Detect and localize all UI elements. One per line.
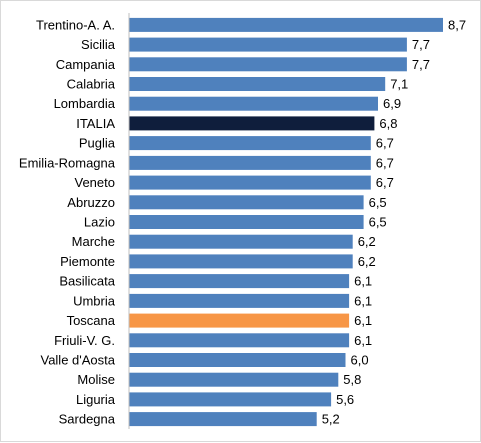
bar: [129, 372, 339, 387]
category-label: Marche: [72, 234, 115, 249]
value-label: 5,2: [322, 412, 340, 427]
bar: [129, 57, 407, 72]
category-label: Puglia: [79, 136, 116, 151]
value-label: 6,2: [358, 254, 376, 269]
bar: [129, 215, 364, 229]
bar: [129, 392, 332, 407]
category-label: Sardegna: [59, 412, 116, 427]
bar: [129, 17, 443, 32]
category-label: Trentino-A. A.: [36, 17, 115, 32]
bar: [129, 234, 353, 249]
bar: [129, 254, 353, 269]
value-label: 7,7: [412, 57, 430, 72]
category-label: Umbria: [73, 293, 116, 308]
category-label: Veneto: [75, 175, 116, 190]
category-label: Emilia-Romagna: [19, 155, 116, 170]
bar: [129, 353, 346, 367]
bar: [129, 116, 375, 131]
value-label: 6,7: [376, 136, 394, 151]
value-label: 6,1: [354, 333, 372, 348]
bar: [129, 136, 371, 151]
value-label: 6,5: [369, 215, 387, 230]
bar: [129, 412, 317, 427]
category-label: Abruzzo: [67, 195, 115, 210]
category-label: Sicilia: [81, 37, 116, 52]
bar: [129, 155, 371, 170]
category-label: Lombardia: [54, 96, 116, 111]
bar: [129, 96, 378, 111]
bar: [129, 333, 350, 348]
value-label: 6,9: [383, 96, 401, 111]
bar: [129, 195, 364, 210]
category-label: Lazio: [84, 215, 115, 230]
category-label: ITALIA: [76, 116, 115, 131]
value-label: 6,1: [354, 313, 372, 328]
bar: [129, 175, 371, 190]
category-label: Piemonte: [60, 254, 115, 269]
value-label: 6,0: [351, 353, 369, 368]
value-label: 6,8: [379, 116, 397, 131]
bar: [129, 77, 386, 91]
value-label: 6,2: [358, 234, 376, 249]
category-label: Liguria: [76, 392, 116, 407]
bar: [129, 293, 350, 308]
bar: [129, 313, 350, 328]
value-label: 5,6: [336, 392, 354, 407]
category-label: Campania: [56, 57, 116, 72]
category-label: Valle d'Aosta: [40, 353, 115, 368]
value-label: 6,5: [369, 195, 387, 210]
value-label: 6,1: [354, 274, 372, 289]
category-label: Molise: [77, 372, 115, 387]
value-label: 7,1: [390, 77, 408, 92]
value-label: 8,7: [448, 17, 466, 32]
value-label: 7,7: [412, 37, 430, 52]
bar: [129, 274, 350, 289]
bar: [129, 37, 407, 52]
category-label: Basilicata: [59, 274, 115, 289]
category-label: Calabria: [67, 77, 116, 92]
value-label: 6,1: [354, 293, 372, 308]
value-label: 6,7: [376, 155, 394, 170]
value-label: 6,7: [376, 175, 394, 190]
value-label: 5,8: [343, 372, 361, 387]
category-label: Friuli-V. G.: [54, 333, 115, 348]
category-label: Toscana: [67, 313, 116, 328]
